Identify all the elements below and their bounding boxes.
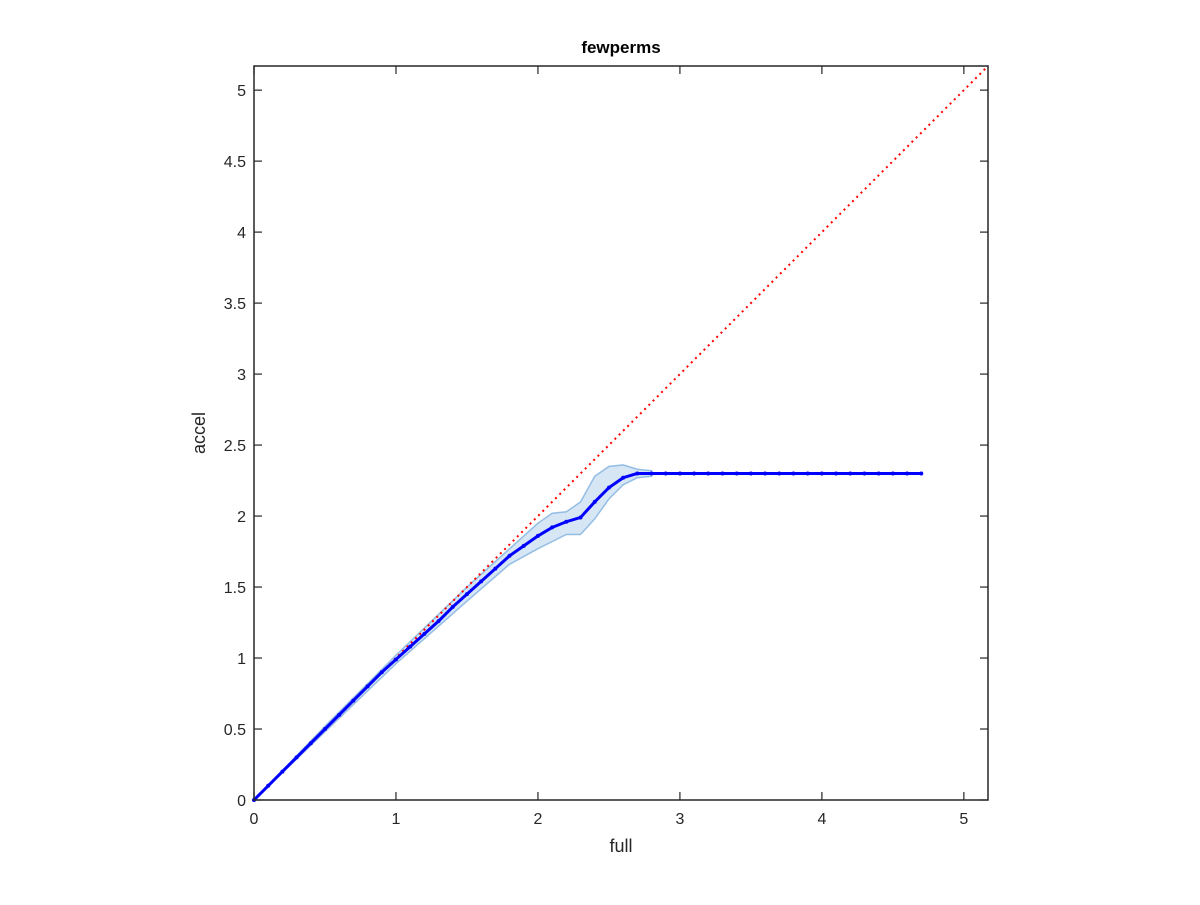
axes-box	[253, 65, 989, 801]
y-tick-label: 3.5	[224, 296, 246, 313]
data-point	[393, 657, 398, 662]
data-point	[706, 471, 711, 476]
data-point	[578, 515, 583, 520]
x-tick-label: 5	[959, 811, 968, 828]
data-point	[890, 471, 895, 476]
data-point	[564, 519, 569, 524]
data-point	[379, 670, 384, 675]
data-point	[905, 471, 910, 476]
data-point	[862, 471, 867, 476]
data-point	[464, 592, 469, 597]
y-tick-label: 4	[237, 225, 246, 242]
x-tick-label: 0	[250, 811, 259, 828]
y-tick-label: 0	[237, 793, 246, 810]
data-point	[422, 631, 427, 636]
data-point	[635, 471, 640, 476]
data-point	[720, 471, 725, 476]
data-point	[521, 543, 526, 548]
data-point	[351, 698, 356, 703]
x-tick-label: 2	[533, 811, 542, 828]
x-tick-label: 1	[392, 811, 401, 828]
y-axis-label: accel	[189, 412, 209, 454]
data-point	[294, 755, 299, 760]
data-point	[365, 684, 370, 689]
data-point	[606, 485, 611, 490]
x-tick-label: 4	[817, 811, 826, 828]
data-point	[592, 499, 597, 504]
x-axis-label: full	[609, 836, 632, 856]
data-point	[919, 471, 924, 476]
chart-title: fewperms	[581, 38, 660, 57]
y-tick-label: 0.5	[224, 722, 246, 739]
data-point	[649, 471, 654, 476]
data-point	[280, 769, 285, 774]
x-tick-label: 3	[675, 811, 684, 828]
data-point	[692, 471, 697, 476]
data-point	[493, 566, 498, 571]
data-point	[876, 471, 881, 476]
data-line	[252, 471, 922, 802]
data-point	[450, 604, 455, 609]
data-point	[308, 741, 313, 746]
data-point	[763, 471, 768, 476]
data-point	[408, 644, 413, 649]
data-point	[819, 471, 824, 476]
reference-line	[253, 65, 989, 801]
data-point	[734, 471, 739, 476]
data-point	[805, 471, 810, 476]
data-point	[507, 553, 512, 558]
data-point	[777, 471, 782, 476]
data-point	[663, 471, 668, 476]
data-point	[748, 471, 753, 476]
data-point	[436, 619, 441, 624]
data-point	[337, 712, 342, 717]
data-point	[848, 471, 853, 476]
y-tick-label: 2.5	[224, 438, 246, 455]
data-point	[535, 533, 540, 538]
y-tick-label: 5	[237, 83, 246, 100]
y-tick-label: 1.5	[224, 580, 246, 597]
data-point	[322, 727, 327, 732]
data-point	[621, 475, 626, 480]
y-tick-label: 3	[237, 367, 246, 384]
data-point	[677, 471, 682, 476]
data-point	[791, 471, 796, 476]
data-point	[479, 579, 484, 584]
data-point	[550, 525, 555, 530]
data-point	[834, 471, 839, 476]
data-point	[266, 783, 271, 788]
y-tick-label: 2	[237, 509, 246, 526]
y-tick-label: 1	[237, 651, 246, 668]
y-tick-label: 4.5	[224, 154, 246, 171]
